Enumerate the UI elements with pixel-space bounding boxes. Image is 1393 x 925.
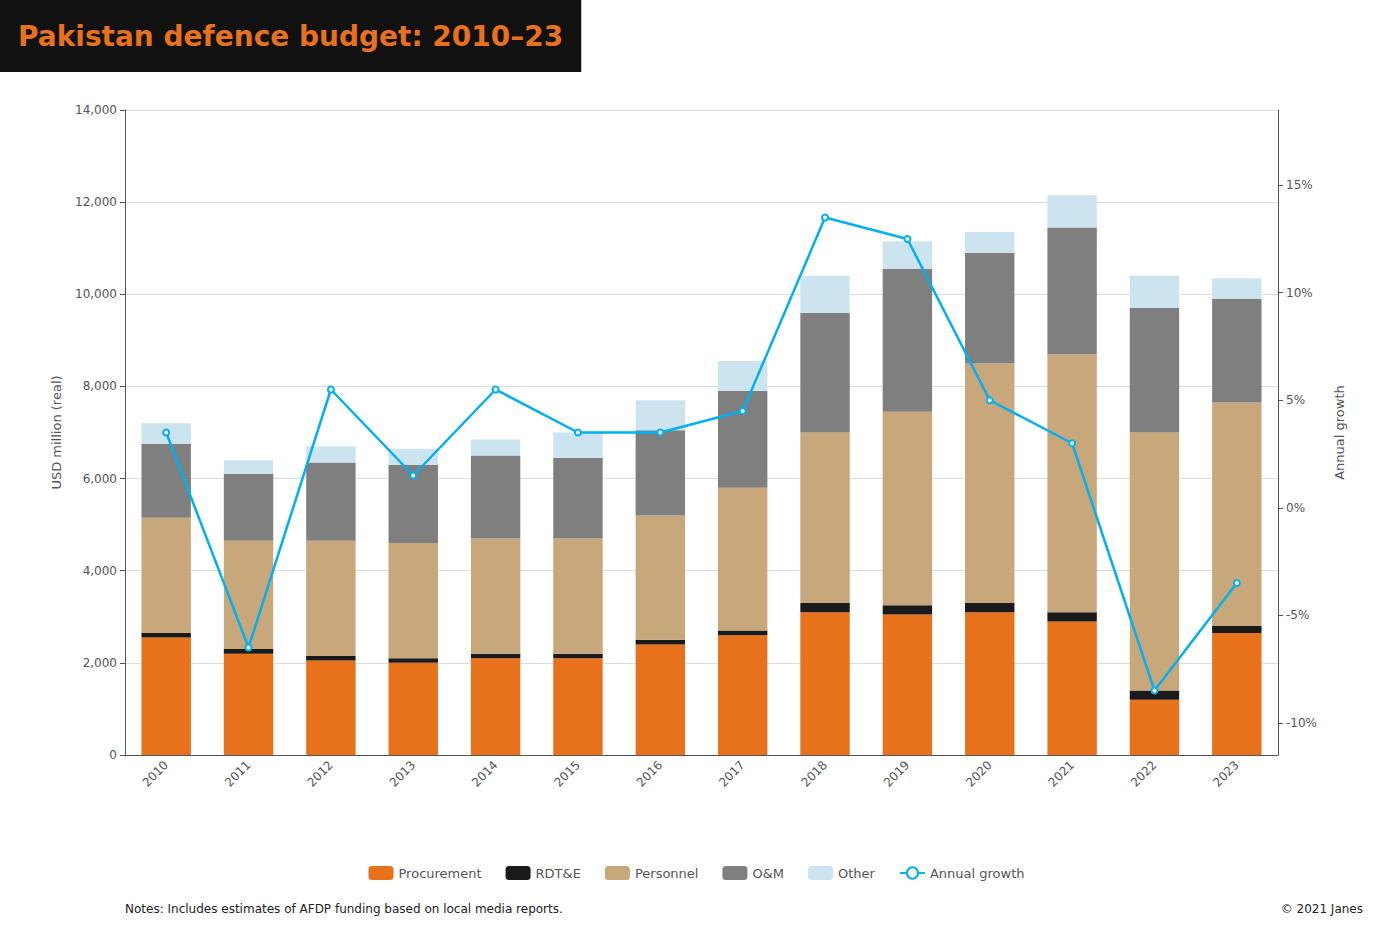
svg-text:2,000: 2,000 [83, 656, 117, 670]
svg-text:2010: 2010 [140, 758, 171, 789]
svg-text:USD million (real): USD million (real) [49, 375, 64, 489]
svg-text:Annual growth: Annual growth [1332, 385, 1347, 480]
svg-text:8,000: 8,000 [83, 379, 117, 393]
svg-text:6,000: 6,000 [83, 472, 117, 486]
svg-text:2013: 2013 [387, 758, 418, 789]
svg-text:2012: 2012 [304, 758, 335, 789]
svg-text:4,000: 4,000 [83, 564, 117, 578]
svg-text:12,000: 12,000 [75, 195, 117, 209]
svg-text:2018: 2018 [799, 758, 830, 789]
svg-text:Pakistan defence budget: 2010–: Pakistan defence budget: 2010–23 [18, 20, 563, 53]
svg-text:15%: 15% [1286, 178, 1313, 192]
svg-text:2016: 2016 [634, 758, 665, 789]
svg-text:14,000: 14,000 [75, 103, 117, 117]
svg-text:10,000: 10,000 [75, 287, 117, 301]
svg-text:Procurement: Procurement [399, 866, 482, 881]
svg-text:-10%: -10% [1286, 716, 1317, 730]
svg-text:Notes: Includes estimates of A: Notes: Includes estimates of AFDP fundin… [125, 902, 563, 916]
svg-text:2021: 2021 [1046, 758, 1077, 789]
svg-text:2014: 2014 [469, 758, 500, 789]
svg-text:Annual growth: Annual growth [930, 866, 1025, 881]
svg-text:© 2021 Janes: © 2021 Janes [1281, 902, 1363, 916]
svg-text:2019: 2019 [881, 758, 912, 789]
svg-text:-5%: -5% [1286, 608, 1309, 622]
svg-text:2011: 2011 [222, 758, 253, 789]
svg-text:0%: 0% [1286, 501, 1305, 515]
svg-text:10%: 10% [1286, 286, 1313, 300]
svg-text:2020: 2020 [963, 758, 994, 789]
svg-text:O&M: O&M [752, 866, 784, 881]
svg-text:2015: 2015 [551, 758, 582, 789]
svg-text:5%: 5% [1286, 393, 1305, 407]
svg-text:Personnel: Personnel [635, 866, 699, 881]
svg-text:2017: 2017 [716, 758, 747, 789]
svg-text:RDT&E: RDT&E [536, 866, 581, 881]
svg-text:2023: 2023 [1210, 758, 1241, 789]
svg-text:Other: Other [838, 866, 876, 881]
svg-text:0: 0 [109, 748, 117, 762]
svg-text:2022: 2022 [1128, 758, 1159, 789]
